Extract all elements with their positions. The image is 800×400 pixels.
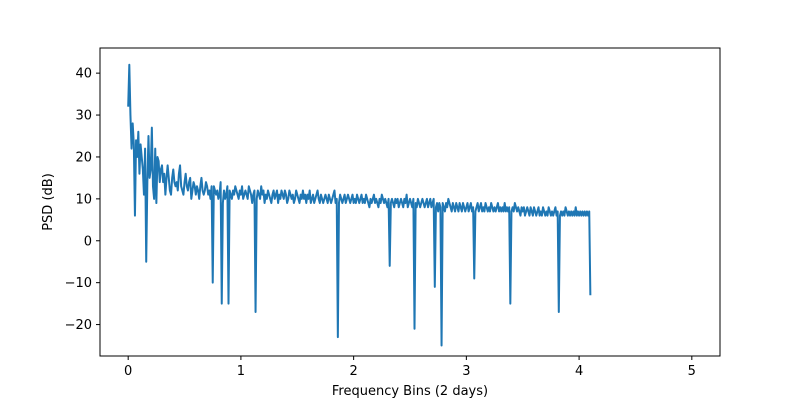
x-tick-label: 0 <box>124 364 132 379</box>
y-tick-label: 40 <box>75 67 92 82</box>
x-tick-label: 5 <box>688 364 696 379</box>
x-tick-label: 4 <box>575 364 583 379</box>
y-tick-label: 20 <box>75 150 92 165</box>
plot-frame <box>99 47 721 357</box>
x-axis-ticks: 0 1 2 3 4 5 <box>124 356 696 379</box>
x-axis-label: Frequency Bins (2 days) <box>332 384 488 399</box>
y-tick-label: −10 <box>65 276 92 291</box>
x-tick-label: 3 <box>462 364 470 379</box>
x-tick-label: 2 <box>349 364 357 379</box>
y-tick-label: −20 <box>65 318 92 333</box>
y-axis-ticks: −20 −10 0 10 20 30 40 <box>65 67 100 333</box>
y-tick-label: 0 <box>84 234 92 249</box>
y-tick-label: 30 <box>75 109 92 124</box>
series-layer <box>127 63 592 347</box>
y-tick-label: 10 <box>75 192 92 207</box>
series-line-psd <box>127 63 592 347</box>
x-tick-label: 1 <box>237 364 245 379</box>
y-axis-label: PSD (dB) <box>41 173 56 231</box>
